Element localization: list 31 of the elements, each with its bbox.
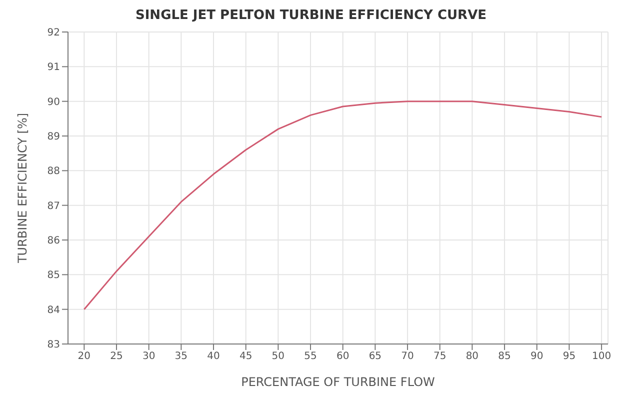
x-tick-label: 70 [401,351,414,362]
x-tick-label: 25 [110,351,123,362]
y-tick-label: 91 [47,62,60,74]
x-tick-label: 80 [466,351,479,362]
x-tick-label: 50 [272,351,285,362]
x-tick-label: 30 [142,351,156,362]
x-tick-label: 55 [304,351,317,362]
x-tick-label: 60 [336,351,350,362]
y-tick-label: 87 [47,200,60,212]
y-tick-label: 86 [47,236,60,247]
x-tick-label: 75 [433,351,446,362]
x-tick-label: 100 [592,351,612,362]
x-tick-label: 65 [368,351,382,362]
y-tick-label: 92 [47,28,60,39]
y-tick-label: 89 [47,132,60,143]
x-tick-label: 20 [78,351,91,362]
x-tick-label: 95 [562,351,576,362]
y-axis-title: TURBINE EFFICIENCY [%] [15,112,30,264]
y-tick-label: 83 [47,340,60,351]
y-tick-label: 88 [47,166,60,178]
x-tick-label: 85 [498,351,511,362]
y-tick-label: 84 [47,304,60,316]
y-tick-label: 85 [47,270,60,282]
x-tick-label: 35 [174,351,188,362]
chart-title: SINGLE JET PELTON TURBINE EFFICIENCY CURVE [134,8,488,25]
x-axis-title: PERCENTAGE OF TURBINE FLOW [241,375,436,389]
x-tick-label: 90 [530,351,544,362]
x-tick-label: 40 [207,351,220,362]
y-tick-label: 90 [47,96,60,108]
x-tick-label: 45 [239,351,252,362]
line-series [83,100,602,310]
